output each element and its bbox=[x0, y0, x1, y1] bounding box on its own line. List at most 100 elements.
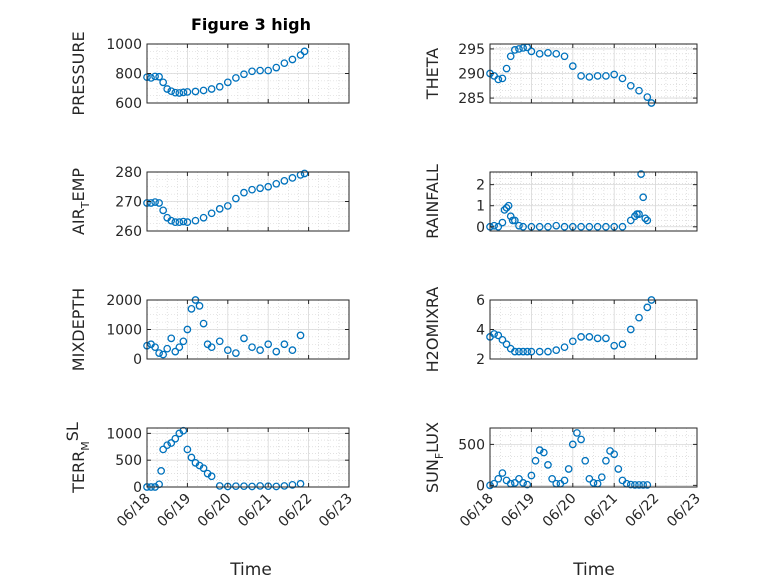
data-point bbox=[637, 170, 645, 178]
data-point bbox=[552, 49, 561, 58]
data-point bbox=[159, 206, 168, 215]
plot-area bbox=[490, 428, 697, 487]
data-point bbox=[207, 472, 216, 481]
data-point bbox=[171, 347, 180, 356]
axes-box bbox=[146, 427, 350, 488]
y-tick-label: 500 bbox=[458, 437, 485, 453]
data-point bbox=[539, 448, 548, 457]
data-point bbox=[502, 203, 511, 212]
data-point bbox=[519, 222, 527, 231]
data-point bbox=[215, 82, 224, 91]
data-point bbox=[631, 481, 639, 489]
y-tick-label: 1000 bbox=[106, 37, 142, 53]
data-point bbox=[256, 66, 264, 75]
data-point bbox=[151, 343, 159, 352]
x-axis-label-left: Time bbox=[229, 560, 272, 580]
data-point bbox=[167, 334, 176, 343]
y-axis-label: PRESSURE bbox=[69, 31, 88, 115]
data-point bbox=[159, 78, 168, 87]
data-point bbox=[585, 474, 594, 483]
data-point bbox=[163, 441, 172, 450]
data-point bbox=[527, 347, 536, 356]
data-point bbox=[240, 70, 248, 79]
data-point bbox=[635, 481, 643, 489]
data-point bbox=[560, 476, 569, 485]
panel-mixdepth: 0 1000 2000 MIXDEPTH bbox=[69, 288, 350, 371]
data-point bbox=[167, 87, 176, 96]
data-point bbox=[498, 335, 507, 344]
x-tick-label: 06/19 bbox=[498, 491, 538, 531]
data-point bbox=[300, 47, 309, 56]
data-point bbox=[171, 218, 180, 226]
y-axis-label: AIRTEMP bbox=[69, 168, 92, 235]
data-point bbox=[643, 481, 652, 489]
data-point bbox=[171, 88, 180, 97]
plot-area bbox=[490, 172, 697, 231]
data-point bbox=[510, 216, 519, 225]
y-tick-label: 0 bbox=[476, 220, 485, 236]
data-point bbox=[515, 474, 523, 483]
data-point bbox=[544, 222, 552, 231]
data-point bbox=[195, 302, 204, 310]
x-tick-label: 06/20 bbox=[540, 491, 580, 531]
data-point bbox=[585, 222, 594, 231]
data-point bbox=[179, 217, 188, 226]
data-point bbox=[179, 337, 188, 346]
data-point bbox=[498, 218, 507, 227]
data-point bbox=[515, 221, 523, 230]
data-point bbox=[494, 474, 503, 483]
data-point bbox=[577, 435, 585, 444]
data-point bbox=[151, 198, 159, 206]
data-point bbox=[240, 188, 248, 197]
data-point bbox=[159, 445, 168, 454]
data-point bbox=[593, 222, 602, 231]
data-point bbox=[523, 480, 532, 489]
data-point bbox=[626, 81, 635, 90]
data-point bbox=[626, 325, 635, 334]
data-point bbox=[256, 346, 264, 354]
data-point bbox=[183, 218, 192, 226]
data-point bbox=[248, 482, 256, 491]
data-point bbox=[256, 482, 264, 490]
axes-box bbox=[489, 171, 698, 232]
data-point bbox=[187, 304, 196, 313]
panel-theta: 285 290 295 THETA bbox=[423, 42, 698, 107]
data-point bbox=[155, 72, 163, 81]
y-tick-label: 290 bbox=[458, 67, 485, 83]
data-point bbox=[175, 218, 184, 226]
data-point bbox=[573, 429, 581, 437]
data-point bbox=[157, 467, 165, 475]
data-point bbox=[577, 72, 585, 80]
panel-rainfall: 0 1 2 RAINFALL bbox=[423, 164, 698, 239]
data-point bbox=[167, 216, 176, 225]
y-axis-label: THETA bbox=[423, 48, 442, 100]
data-point bbox=[215, 205, 224, 213]
data-point bbox=[552, 221, 561, 230]
data-point bbox=[519, 347, 527, 356]
data-point bbox=[635, 210, 643, 218]
data-point bbox=[581, 456, 590, 465]
data-point bbox=[639, 481, 648, 489]
data-point bbox=[585, 73, 594, 81]
data-point bbox=[544, 347, 552, 356]
data-point bbox=[519, 479, 527, 487]
data-point bbox=[199, 86, 208, 95]
data-point bbox=[256, 184, 264, 193]
data-point bbox=[223, 202, 232, 210]
data-point bbox=[232, 482, 240, 491]
data-point bbox=[179, 426, 188, 435]
data-point bbox=[490, 330, 498, 338]
data-point bbox=[163, 85, 172, 93]
data-point bbox=[568, 337, 577, 346]
data-point bbox=[568, 62, 577, 70]
data-point bbox=[577, 333, 585, 341]
data-point bbox=[490, 221, 498, 230]
y-tick-label: 0 bbox=[133, 352, 142, 368]
data-point bbox=[618, 222, 627, 231]
data-point bbox=[610, 70, 619, 79]
data-point bbox=[589, 479, 598, 487]
y-tick-label: 1 bbox=[476, 199, 485, 215]
y-tick-label: 2 bbox=[476, 352, 485, 368]
y-tick-label: 2000 bbox=[106, 293, 142, 309]
data-point bbox=[610, 341, 619, 350]
